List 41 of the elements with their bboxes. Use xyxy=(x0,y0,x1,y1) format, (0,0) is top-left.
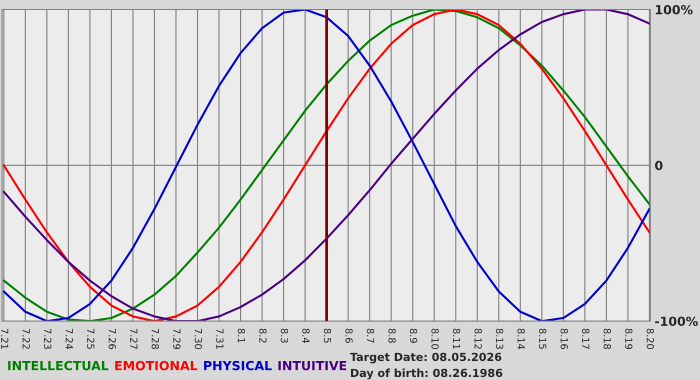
x-tick-label: 8.15 xyxy=(539,328,546,349)
x-tick-label: 8.12 xyxy=(474,328,482,349)
x-tick-label: 7.21 xyxy=(1,328,8,349)
y-tick-label: 100% xyxy=(656,4,693,14)
x-tick-label: 8.13 xyxy=(496,328,504,349)
x-tick-label: 7.30 xyxy=(194,328,202,350)
x-tick-label: 7.23 xyxy=(44,328,52,349)
x-tick-label: 7.24 xyxy=(66,328,73,350)
x-tick-label: 8.10 xyxy=(431,328,439,350)
x-tick-label: 7.25 xyxy=(87,328,94,349)
x-tick-label: 7.26 xyxy=(108,328,116,350)
x-tick-label: 7.22 xyxy=(22,328,30,349)
x-tick-label: 8.20 xyxy=(646,328,654,350)
text: Day of birth: 08.26.1986 xyxy=(351,368,502,380)
x-tick-label: 8.3 xyxy=(280,328,288,343)
x-tick-label: 8.11 xyxy=(452,328,460,349)
x-tick-label: 8.9 xyxy=(410,328,418,343)
x-tick-label: 8.8 xyxy=(388,328,396,343)
x-tick-label: 8.18 xyxy=(604,328,611,350)
x-tick-label: 7.27 xyxy=(130,328,138,349)
x-tick-label: 8.5 xyxy=(324,328,332,343)
text: EMOTIONAL xyxy=(115,360,198,370)
x-tick-label: 7.28 xyxy=(152,328,159,350)
y-tick-label: -100% xyxy=(655,316,698,326)
y-tick-label: 0 xyxy=(655,160,663,170)
x-tick-label: 8.19 xyxy=(625,328,632,350)
line-series xyxy=(2,10,650,322)
x-tick-label: 8.17 xyxy=(582,328,590,349)
x-tick-label: 8.7 xyxy=(366,328,374,343)
x-tick-label: 8.2 xyxy=(259,328,267,343)
text: PHYSICAL xyxy=(204,360,272,370)
x-tick-label: 7.31 xyxy=(216,328,224,349)
x-tick-label: 7.29 xyxy=(173,328,181,350)
x-tick-label: 8.6 xyxy=(345,328,353,343)
x-tick-label: 8.4 xyxy=(302,328,310,343)
text: Target Date: 08.05.2026 xyxy=(350,352,502,364)
x-tick-label: 8.1 xyxy=(238,328,246,343)
x-tick-label: 8.16 xyxy=(560,328,568,350)
text: INTUITIVE xyxy=(278,361,346,370)
text: INTELLECTUAL xyxy=(8,360,108,370)
x-tick-label: 8.14 xyxy=(517,328,525,350)
